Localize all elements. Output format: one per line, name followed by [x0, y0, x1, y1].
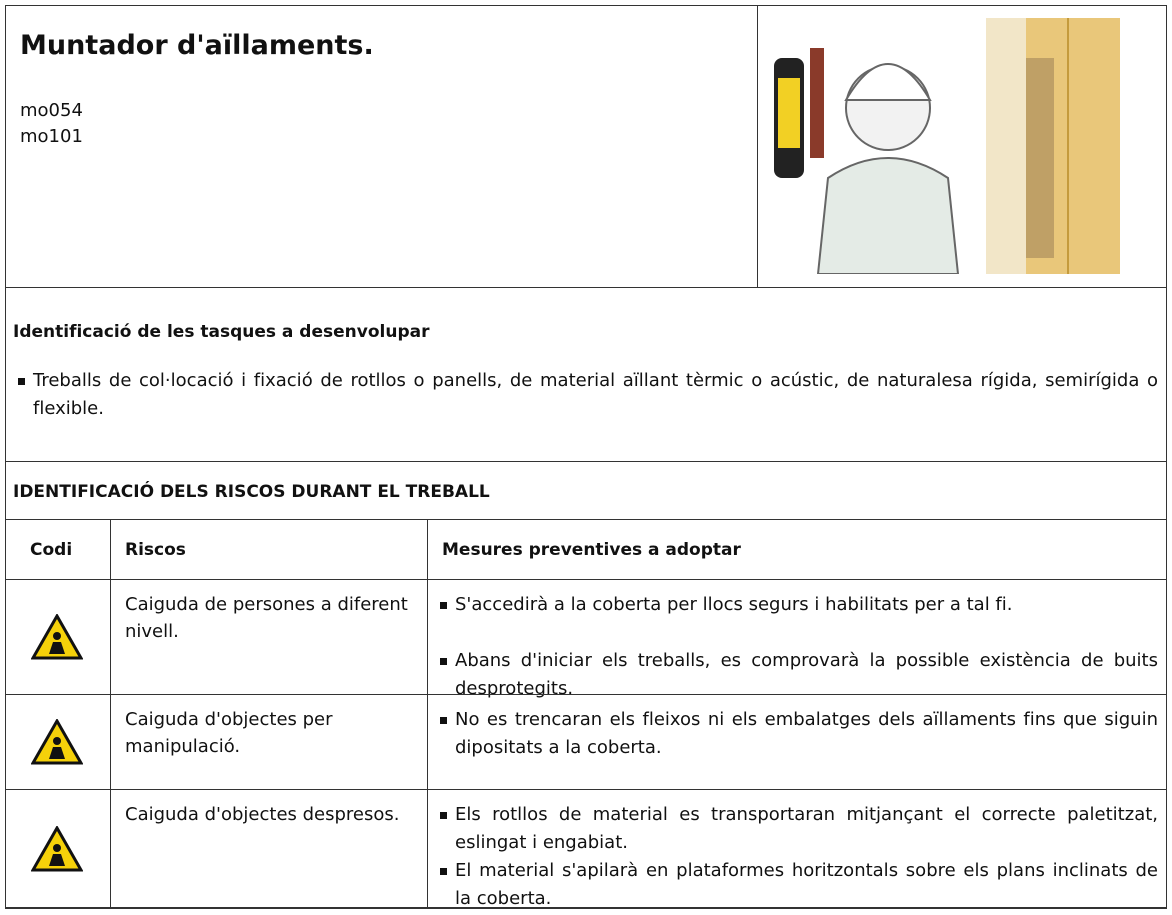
column-divider — [427, 519, 428, 908]
risks-title: IDENTIFICACIÓ DELS RISCOS DURANT EL TREB… — [13, 482, 490, 502]
title: Muntador d'aïllaments. — [20, 30, 374, 61]
risk-name: Caiguda d'objectes per manipulació. — [125, 709, 333, 757]
column-header: Riscos — [125, 540, 186, 560]
risk-name: Caiguda de persones a diferent nivell. — [125, 594, 408, 642]
measure: S'accedirà a la coberta per llocs segurs… — [440, 591, 1158, 619]
task-item: Treballs de col·locació i fixació de rot… — [18, 367, 1158, 423]
column-header: Codi — [30, 540, 73, 560]
code: mo054 — [20, 100, 83, 121]
warning-icon — [31, 718, 83, 764]
warning-icon — [31, 613, 83, 659]
measure: Els rotllos de material es transportaran… — [440, 801, 1158, 857]
table-row — [5, 789, 1167, 909]
tasks-title: Identificació de les tasques a desenvolu… — [13, 322, 430, 342]
column-divider — [110, 519, 111, 908]
measure: Abans d'iniciar els treballs, es comprov… — [440, 647, 1158, 703]
measure: No es trencaran els fleixos ni els embal… — [440, 706, 1158, 762]
worker-illustration — [774, 18, 1120, 274]
column-header: Mesures preventives a adoptar — [442, 540, 741, 560]
risk-name: Caiguda d'objectes despresos. — [125, 804, 400, 825]
measure: El material s'apilarà en plataformes hor… — [440, 857, 1158, 913]
warning-icon — [31, 825, 83, 871]
code: mo101 — [20, 126, 83, 147]
